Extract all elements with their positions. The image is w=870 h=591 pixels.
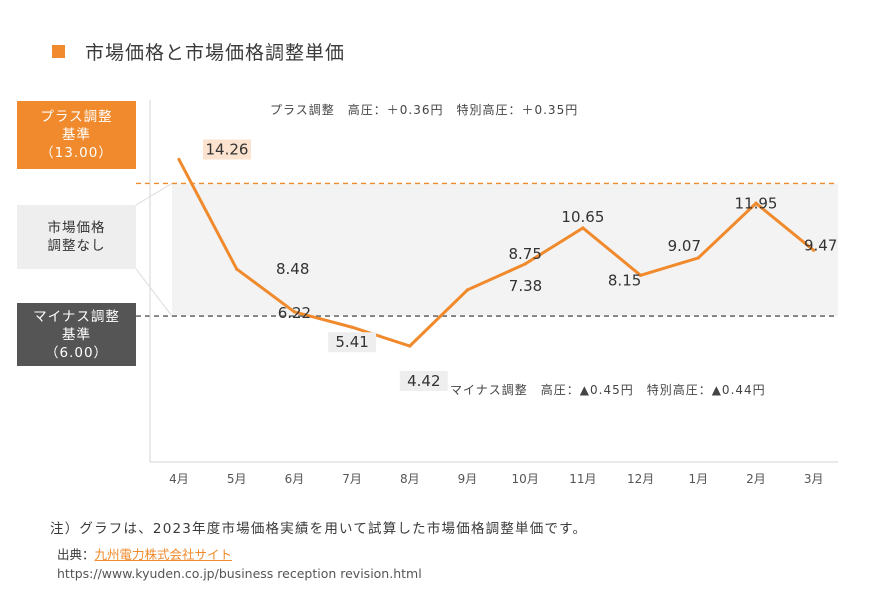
chart-title: 市場価格と市場価格調整単価 <box>52 38 345 64</box>
source-url[interactable]: https://www.kyuden.co.jp/business recept… <box>57 566 422 581</box>
x-tick-label: 2月 <box>746 472 766 486</box>
x-tick-label: 8月 <box>400 472 420 486</box>
plus-box-line-3: （13.00） <box>40 145 113 161</box>
source-label: 出典： <box>57 547 95 562</box>
label-box <box>328 332 377 353</box>
data-point <box>465 288 470 292</box>
max-data-label: 14.26 <box>206 141 249 159</box>
data-point <box>292 310 296 314</box>
data-label: 6.22 <box>278 304 311 322</box>
x-tick-label: 4月 <box>169 472 189 486</box>
data-point <box>235 267 239 271</box>
band-connector-top <box>135 182 173 206</box>
market-price-line <box>177 158 815 348</box>
none-box-line-1: 市場価格 <box>47 220 106 236</box>
data-label: 11.95 <box>735 194 778 212</box>
data-point <box>581 226 585 230</box>
title-text: 市場価格と市場価格調整単価 <box>85 41 346 64</box>
data-point <box>696 256 700 260</box>
max-label-box <box>203 139 251 160</box>
x-tick-label: 10月 <box>512 472 539 486</box>
min-data-label: 4.42 <box>407 372 440 390</box>
title-square-icon <box>52 44 65 58</box>
x-tick-label: 6月 <box>285 472 305 486</box>
minus-box-line-1: マイナス調整 <box>33 308 120 325</box>
x-tick-label: 7月 <box>342 472 362 486</box>
x-tick-label: 3月 <box>804 472 824 486</box>
minus-box-line-2: 基準 <box>62 326 91 343</box>
data-point <box>408 344 412 348</box>
no-adjustment-box: 市場価格 調整なし <box>17 205 136 269</box>
no-adjustment-band <box>172 183 838 317</box>
data-point <box>754 201 758 205</box>
x-tick-label: 5月 <box>227 472 247 486</box>
minus-adjustment-box: マイナス調整 基準 （6.00） <box>17 303 136 366</box>
data-label: 8.75 <box>508 245 541 263</box>
source-link[interactable]: 九州電力株式会社サイト <box>94 547 233 562</box>
data-point <box>177 157 181 162</box>
plus-adjustment-note: プラス調整 高圧：＋0.36円 特別高圧：＋0.35円 <box>270 102 578 117</box>
plus-box-line-1: プラス調整 <box>40 109 113 125</box>
data-point <box>812 248 816 252</box>
none-box-line-2: 調整なし <box>47 238 106 254</box>
data-point <box>523 262 527 266</box>
data-label: 7.38 <box>509 277 542 295</box>
data-point <box>639 273 643 277</box>
x-tick-label: 1月 <box>688 472 708 486</box>
data-label: 9.47 <box>804 236 837 254</box>
data-label: 9.07 <box>668 237 701 255</box>
data-label: 8.48 <box>276 260 309 278</box>
footnote: 注）グラフは、2023年度市場価格実績を用いて試算した市場価格調整単価です。 <box>50 521 588 537</box>
data-point <box>350 325 354 329</box>
x-tick-label: 9月 <box>458 472 478 486</box>
minus-adjustment-note: マイナス調整 高圧：▲0.45円 特別高圧：▲0.44円 <box>450 382 766 397</box>
plus-box-line-2: 基準 <box>62 127 91 143</box>
band-connector-bottom <box>135 268 173 317</box>
plus-adjustment-box: プラス調整 基準 （13.00） <box>17 101 136 169</box>
data-label: 5.41 <box>335 333 368 351</box>
data-label: 8.15 <box>608 271 641 289</box>
x-tick-label: 12月 <box>627 472 654 486</box>
source-line: 出典：九州電力株式会社サイト <box>57 544 232 563</box>
minus-box-line-3: （6.00） <box>44 344 109 361</box>
data-label: 10.65 <box>561 208 604 226</box>
x-tick-label: 11月 <box>569 472 596 486</box>
min-label-box <box>399 371 448 392</box>
